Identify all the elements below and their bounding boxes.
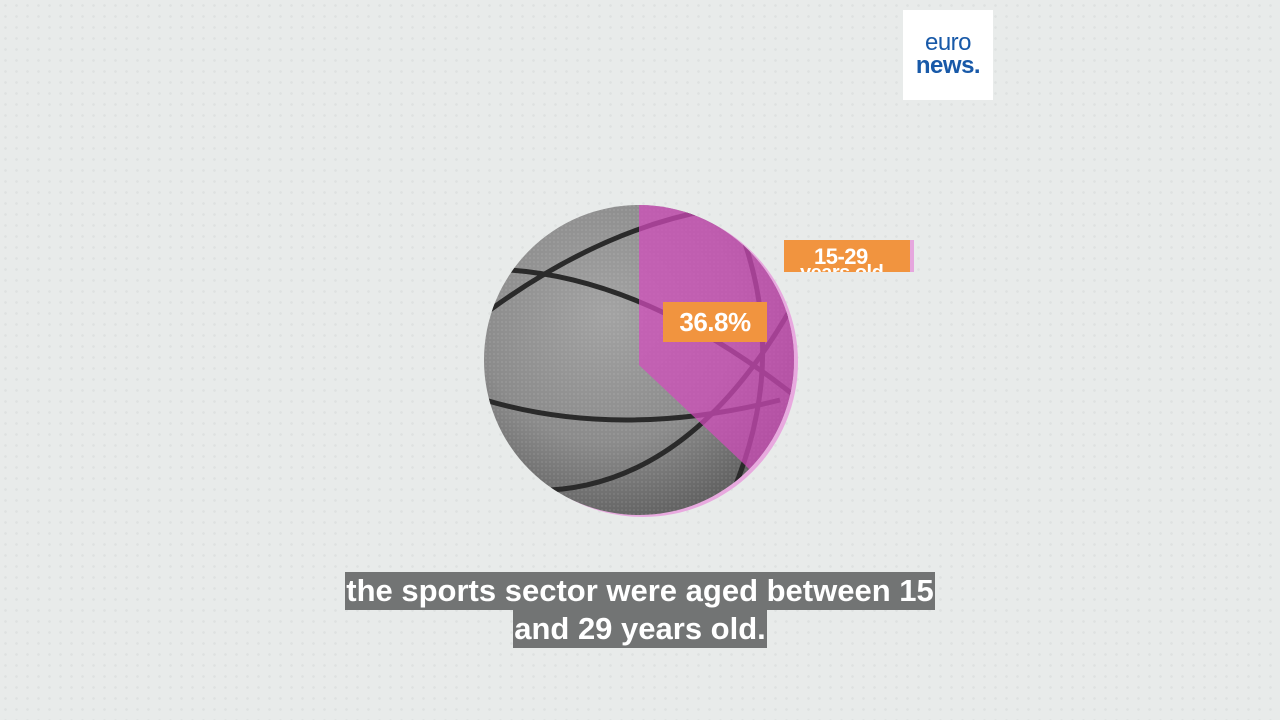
basketball-pie-chart <box>480 200 810 530</box>
basketball-graphic <box>484 205 798 517</box>
logo-text-euro: euro <box>924 29 972 57</box>
age-group-label: 15-29 years old <box>784 240 910 272</box>
age-group-range: 15-29 <box>814 244 868 269</box>
subtitle-line-2: and 29 years old. <box>513 610 767 648</box>
subtitle-box: the sports sector were aged between 15 a… <box>0 572 1280 648</box>
subtitle-line-1: the sports sector were aged between 15 <box>345 572 935 610</box>
logo-text-news: news. <box>915 52 981 79</box>
percentage-label: 36.8% <box>663 302 767 342</box>
euronews-logo: euro news. <box>903 10 993 100</box>
age-group-unit: years old <box>800 262 884 272</box>
